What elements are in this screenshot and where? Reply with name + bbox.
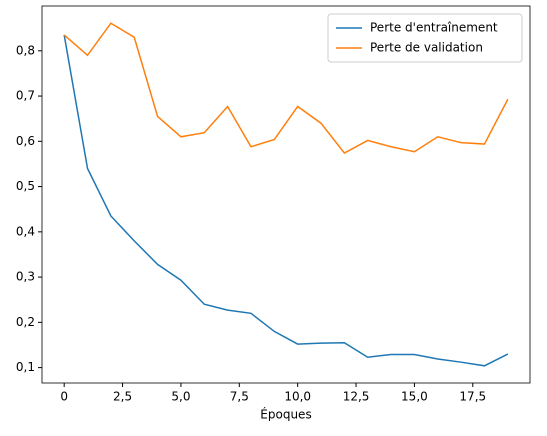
y-tick-label: 0,4	[16, 224, 35, 238]
x-tick-label: 10,0	[284, 390, 311, 404]
legend-label: Perte d'entraînement	[370, 21, 498, 35]
y-tick-label: 0,6	[16, 134, 35, 148]
legend-box	[327, 13, 523, 63]
y-tick-label: 0,1	[16, 360, 35, 374]
x-tick-label: 2,5	[113, 390, 132, 404]
x-tick-label: 12,5	[343, 390, 370, 404]
y-tick-label: 0,3	[16, 270, 35, 284]
y-tick-label: 0,2	[16, 315, 35, 329]
plot-frame	[41, 5, 531, 384]
x-tick-label: 5,0	[171, 390, 190, 404]
y-tick-label: 0,7	[16, 89, 35, 103]
x-tick-label: 7,5	[230, 390, 249, 404]
line-series	[63, 34, 509, 367]
y-tick-label: 0,5	[16, 179, 35, 193]
x-tick-label: 15,0	[401, 390, 428, 404]
x-tick-label: 0	[60, 390, 68, 404]
x-axis-label: Époques	[260, 407, 311, 422]
line-series	[63, 22, 509, 155]
legend-label: Perte de validation	[370, 41, 483, 55]
y-tick-label: 0,8	[16, 43, 35, 57]
x-tick-label: 17,5	[459, 390, 486, 404]
